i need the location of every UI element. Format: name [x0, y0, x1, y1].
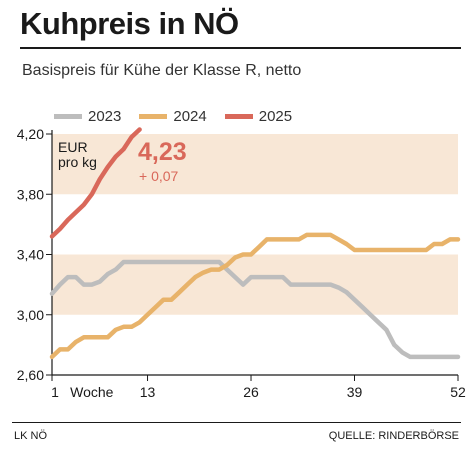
series-line-2024 [49, 232, 461, 360]
x-tick-label: 26 [243, 384, 259, 400]
legend-item-2024: 2024 [139, 108, 207, 125]
y-tick-label: 3,40 [17, 247, 44, 263]
legend-label-2025: 2025 [258, 108, 293, 125]
series-line-2025 [49, 127, 142, 239]
shaded-band-0 [52, 134, 458, 195]
series-line-2023 [49, 259, 461, 360]
y-unit-label: pro kg [58, 154, 97, 170]
chart-subtitle: Basispreis für Kühe der Klasse R, netto [22, 62, 302, 79]
footer-source-right: QUELLE: RINDERBÖRSE [328, 430, 459, 442]
x-tick-label: 1 [51, 384, 59, 400]
chart-legend: 2023 2024 2025 [54, 108, 292, 125]
annotation-price-change: + 0,07 [139, 168, 179, 184]
y-tick-label: 3,80 [17, 186, 44, 202]
title-divider [20, 47, 461, 49]
footer-divider [12, 422, 461, 423]
legend-item-2025: 2025 [224, 108, 293, 125]
y-tick-label: 2,60 [17, 367, 44, 383]
x-tick-label: 13 [140, 384, 156, 400]
annotation-current-price: 4,23 [138, 138, 187, 166]
footer-source-left: LK NÖ [14, 430, 48, 442]
legend-item-2023: 2023 [54, 108, 121, 125]
x-tick-label: 39 [347, 384, 363, 400]
legend-swatch-2023 [54, 114, 82, 119]
chart-title: Kuhpreis in NÖ [20, 6, 239, 41]
legend-label-2024: 2024 [173, 108, 207, 125]
y-unit-label: EUR [58, 139, 88, 155]
legend-swatch-2025 [224, 114, 253, 119]
legend-swatch-2024 [139, 114, 168, 119]
x-axis-label: Woche [70, 384, 114, 400]
y-tick-label: 4,20 [17, 126, 44, 142]
shaded-band-1 [52, 254, 458, 315]
legend-label-2023: 2023 [88, 108, 122, 125]
y-tick-label: 3,00 [17, 307, 44, 323]
x-tick-label: 52 [450, 384, 466, 400]
